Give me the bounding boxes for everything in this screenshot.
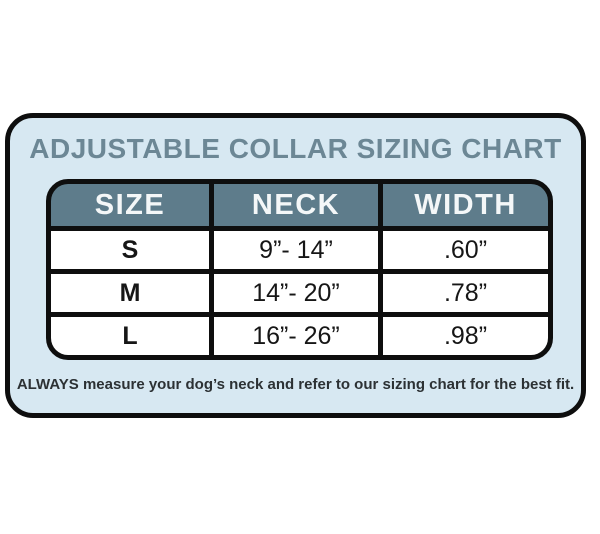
column-header-size: SIZE [51,184,209,226]
table-cell-size-l: L [51,317,209,355]
table-cell-neck-s: 9”- 14” [214,231,378,269]
table-cell-width-m: .78” [383,274,548,312]
table-cell-neck-l: 16”- 26” [214,317,378,355]
column-header-neck: NECK [214,184,378,226]
table-cell-width-s: .60” [383,231,548,269]
table-cell-size-m: M [51,274,209,312]
table-cell-neck-m: 14”- 20” [214,274,378,312]
table-cell-width-l: .98” [383,317,548,355]
column-header-width: WIDTH [383,184,548,226]
footer-note: ALWAYS measure your dog’s neck and refer… [16,376,575,393]
sizing-chart-card: ADJUSTABLE COLLAR SIZING CHART SIZE NECK… [5,113,586,418]
chart-title: ADJUSTABLE COLLAR SIZING CHART [29,133,562,164]
sizing-table: SIZE NECK WIDTH S 9”- 14” .60” M 14”- 20… [46,179,553,360]
table-cell-size-s: S [51,231,209,269]
